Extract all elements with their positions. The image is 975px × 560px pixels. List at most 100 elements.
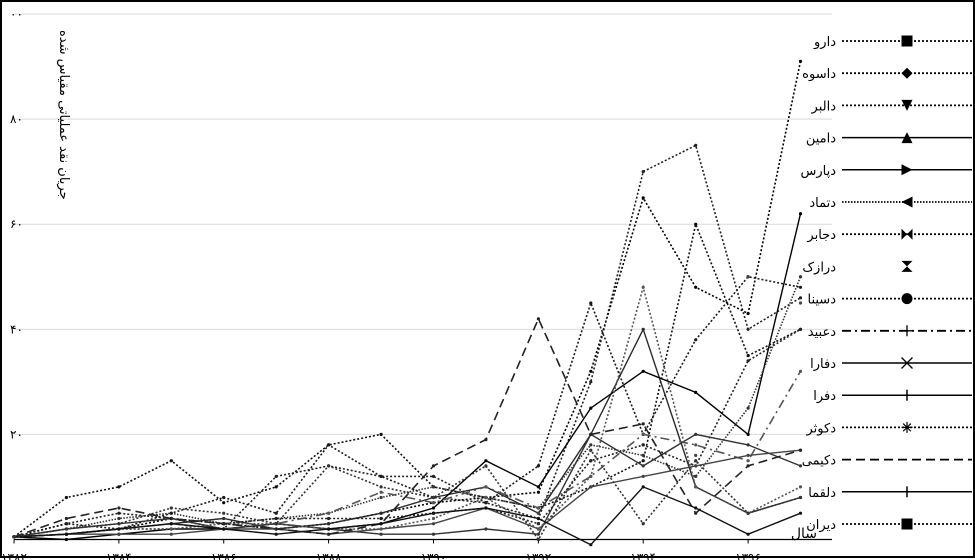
data-point (798, 511, 803, 515)
data-point (431, 532, 436, 536)
data-point (379, 495, 383, 500)
data-point (379, 532, 383, 536)
series-line (13, 144, 801, 538)
data-point (694, 143, 698, 147)
legend-label: دکوثر (806, 421, 837, 436)
data-point (798, 59, 803, 63)
data-point (484, 464, 488, 468)
data-point (64, 532, 68, 536)
legend-item: دسینا (808, 293, 972, 308)
data-point (117, 485, 121, 489)
data-point (746, 443, 750, 447)
data-point (694, 285, 698, 289)
data-point (641, 285, 645, 289)
data-point (746, 432, 750, 436)
y-tick-label: ۲۰ (10, 427, 23, 441)
legend-marker (901, 228, 913, 240)
data-point (694, 464, 698, 468)
data-point (222, 495, 226, 500)
series-group (12, 448, 803, 542)
series-line (13, 433, 801, 538)
data-point (589, 443, 593, 447)
data-point (117, 527, 121, 531)
data-point (694, 390, 698, 394)
data-point (222, 501, 226, 505)
grid-lines (14, 13, 832, 435)
data-point (484, 506, 488, 510)
data-point (484, 495, 488, 500)
legend-marker (901, 357, 913, 369)
legend-item: درازک (802, 260, 913, 275)
data-point (694, 443, 698, 447)
data-point (641, 459, 645, 463)
legend-item: دالبر (811, 99, 972, 114)
data-point (222, 527, 226, 531)
legend-label: دفرا (813, 389, 836, 404)
data-point (274, 474, 278, 478)
data-point (484, 527, 488, 531)
data-point (536, 485, 541, 489)
series-group (12, 143, 803, 539)
data-point (589, 485, 593, 489)
data-point (379, 527, 383, 531)
series-group (12, 327, 803, 539)
data-point (431, 506, 436, 510)
x-tick-label: ۱۳۹۰ (421, 550, 447, 560)
data-point (274, 527, 278, 531)
data-point (694, 506, 698, 510)
data-point (746, 354, 750, 358)
data-point (536, 516, 541, 521)
data-point (431, 501, 436, 505)
legend-label: دالبر (811, 99, 837, 114)
legend: دارو داسوه دالبر دامین دپارس دتماد دجابر درازک د… (800, 35, 972, 533)
data-point (694, 511, 698, 515)
data-point (641, 422, 645, 426)
data-point (798, 369, 803, 373)
series-line (13, 328, 801, 538)
legend-label: دامین (806, 132, 836, 147)
data-point (746, 275, 750, 279)
x-tick-label: ۱۳۹۲ (525, 550, 551, 560)
data-point (694, 459, 698, 463)
data-point (589, 406, 593, 410)
data-point (746, 532, 750, 536)
data-point (536, 527, 541, 531)
data-point (379, 516, 383, 521)
data-point (798, 495, 803, 500)
data-point (798, 448, 803, 452)
data-point (641, 522, 645, 526)
data-point (641, 196, 645, 200)
series-line (13, 370, 802, 538)
series-group (12, 59, 803, 539)
data-point (589, 448, 593, 452)
data-point (694, 222, 698, 226)
data-point (641, 464, 645, 468)
legend-label: دفارا (810, 357, 836, 372)
data-point (274, 485, 278, 489)
data-point (746, 359, 750, 363)
series-group (12, 284, 803, 539)
data-point (431, 516, 436, 521)
data-point (798, 296, 803, 300)
data-point (64, 522, 68, 526)
x-tick-label: ۱۳۸۲ (2, 550, 27, 560)
data-point (798, 301, 803, 305)
series-line (13, 449, 801, 538)
legend-marker (901, 99, 913, 111)
data-point (169, 516, 173, 521)
x-tick-label: ۱۳۸۴ (106, 550, 132, 560)
series-group (12, 275, 803, 539)
data-point (536, 490, 541, 494)
series-group (12, 485, 803, 547)
data-point (536, 511, 541, 515)
data-point (169, 506, 173, 510)
series-line (13, 486, 801, 546)
data-point (431, 522, 436, 526)
data-point (641, 369, 645, 373)
legend-item: دتماد (809, 196, 972, 211)
data-point (327, 516, 331, 521)
axes: ۲۰ ۴۰ ۶۰ ۸۰ ۰۰ ۱۳۸۲ ۱۳۸۴ ۱۳۸۶ ۱۳۸۸ ۱۳۹۰ ۱۳۹۲ ۱۳۹۴ ۱۳… (2, 7, 832, 560)
data-point (169, 459, 173, 463)
data-point (641, 432, 645, 436)
data-point (64, 537, 68, 542)
